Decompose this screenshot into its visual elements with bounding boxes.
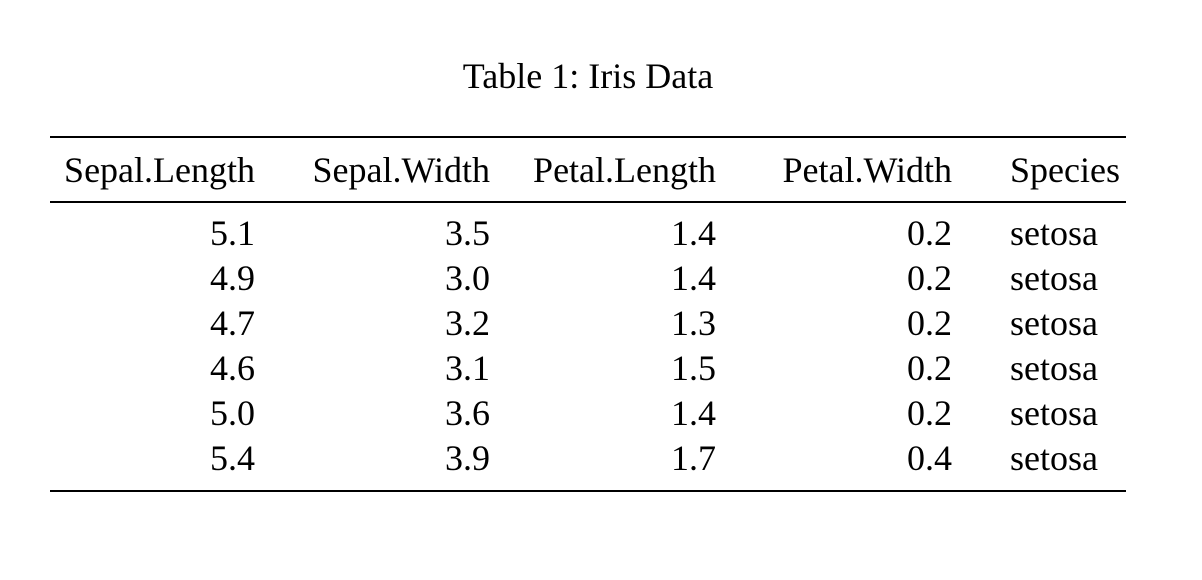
column-header-petal-length: Petal.Length xyxy=(490,137,716,203)
table-row: 5.4 3.9 1.7 0.4 setosa xyxy=(50,436,1126,491)
column-header-sepal-width: Sepal.Width xyxy=(255,137,490,203)
cell-sepal-length: 5.1 xyxy=(210,213,255,253)
cell-sepal-length: 5.0 xyxy=(210,393,255,433)
cell-species: setosa xyxy=(1010,213,1098,253)
cell-petal-width: 0.2 xyxy=(907,393,952,433)
cell-sepal-width: 3.0 xyxy=(445,258,490,298)
cell-sepal-width: 3.6 xyxy=(445,393,490,433)
cell-sepal-length: 5.4 xyxy=(210,438,255,478)
cell-species: setosa xyxy=(1010,393,1098,433)
cell-species: setosa xyxy=(1010,348,1098,388)
table-row: 5.0 3.6 1.4 0.2 setosa xyxy=(50,391,1126,436)
column-header-species: Species xyxy=(952,137,1126,203)
cell-petal-width: 0.2 xyxy=(907,348,952,388)
cell-species: setosa xyxy=(1010,438,1098,478)
column-header-petal-width: Petal.Width xyxy=(716,137,952,203)
cell-sepal-length: 4.7 xyxy=(210,303,255,343)
table-caption: Table 1: Iris Data xyxy=(462,56,714,96)
header-row: Sepal.Length Sepal.Width Petal.Length Pe… xyxy=(50,137,1126,203)
cell-petal-length: 1.5 xyxy=(671,348,716,388)
table-row: 4.6 3.1 1.5 0.2 setosa xyxy=(50,346,1126,391)
cell-sepal-width: 3.1 xyxy=(445,348,490,388)
table-row: 4.9 3.0 1.4 0.2 setosa xyxy=(50,256,1126,301)
cell-petal-length: 1.4 xyxy=(671,393,716,433)
cell-species: setosa xyxy=(1010,303,1098,343)
cell-petal-width: 0.2 xyxy=(907,258,952,298)
cell-petal-length: 1.7 xyxy=(671,438,716,478)
table-row: 5.1 3.5 1.4 0.2 setosa xyxy=(50,202,1126,256)
table-row: 4.7 3.2 1.3 0.2 setosa xyxy=(50,301,1126,346)
cell-species: setosa xyxy=(1010,258,1098,298)
table-header: Sepal.Length Sepal.Width Petal.Length Pe… xyxy=(50,137,1126,203)
cell-petal-width: 0.4 xyxy=(907,438,952,478)
cell-petal-length: 1.3 xyxy=(671,303,716,343)
cell-petal-width: 0.2 xyxy=(907,303,952,343)
cell-sepal-width: 3.9 xyxy=(445,438,490,478)
column-header-sepal-length: Sepal.Length xyxy=(50,137,255,203)
cell-sepal-length: 4.6 xyxy=(210,348,255,388)
iris-data-table: Sepal.Length Sepal.Width Petal.Length Pe… xyxy=(50,136,1126,492)
cell-sepal-length: 4.9 xyxy=(210,258,255,298)
cell-petal-width: 0.2 xyxy=(907,213,952,253)
cell-petal-length: 1.4 xyxy=(671,258,716,298)
cell-sepal-width: 3.5 xyxy=(445,213,490,253)
cell-petal-length: 1.4 xyxy=(671,213,716,253)
table-body: 5.1 3.5 1.4 0.2 setosa 4.9 3.0 1.4 0.2 s… xyxy=(50,202,1126,491)
cell-sepal-width: 3.2 xyxy=(445,303,490,343)
